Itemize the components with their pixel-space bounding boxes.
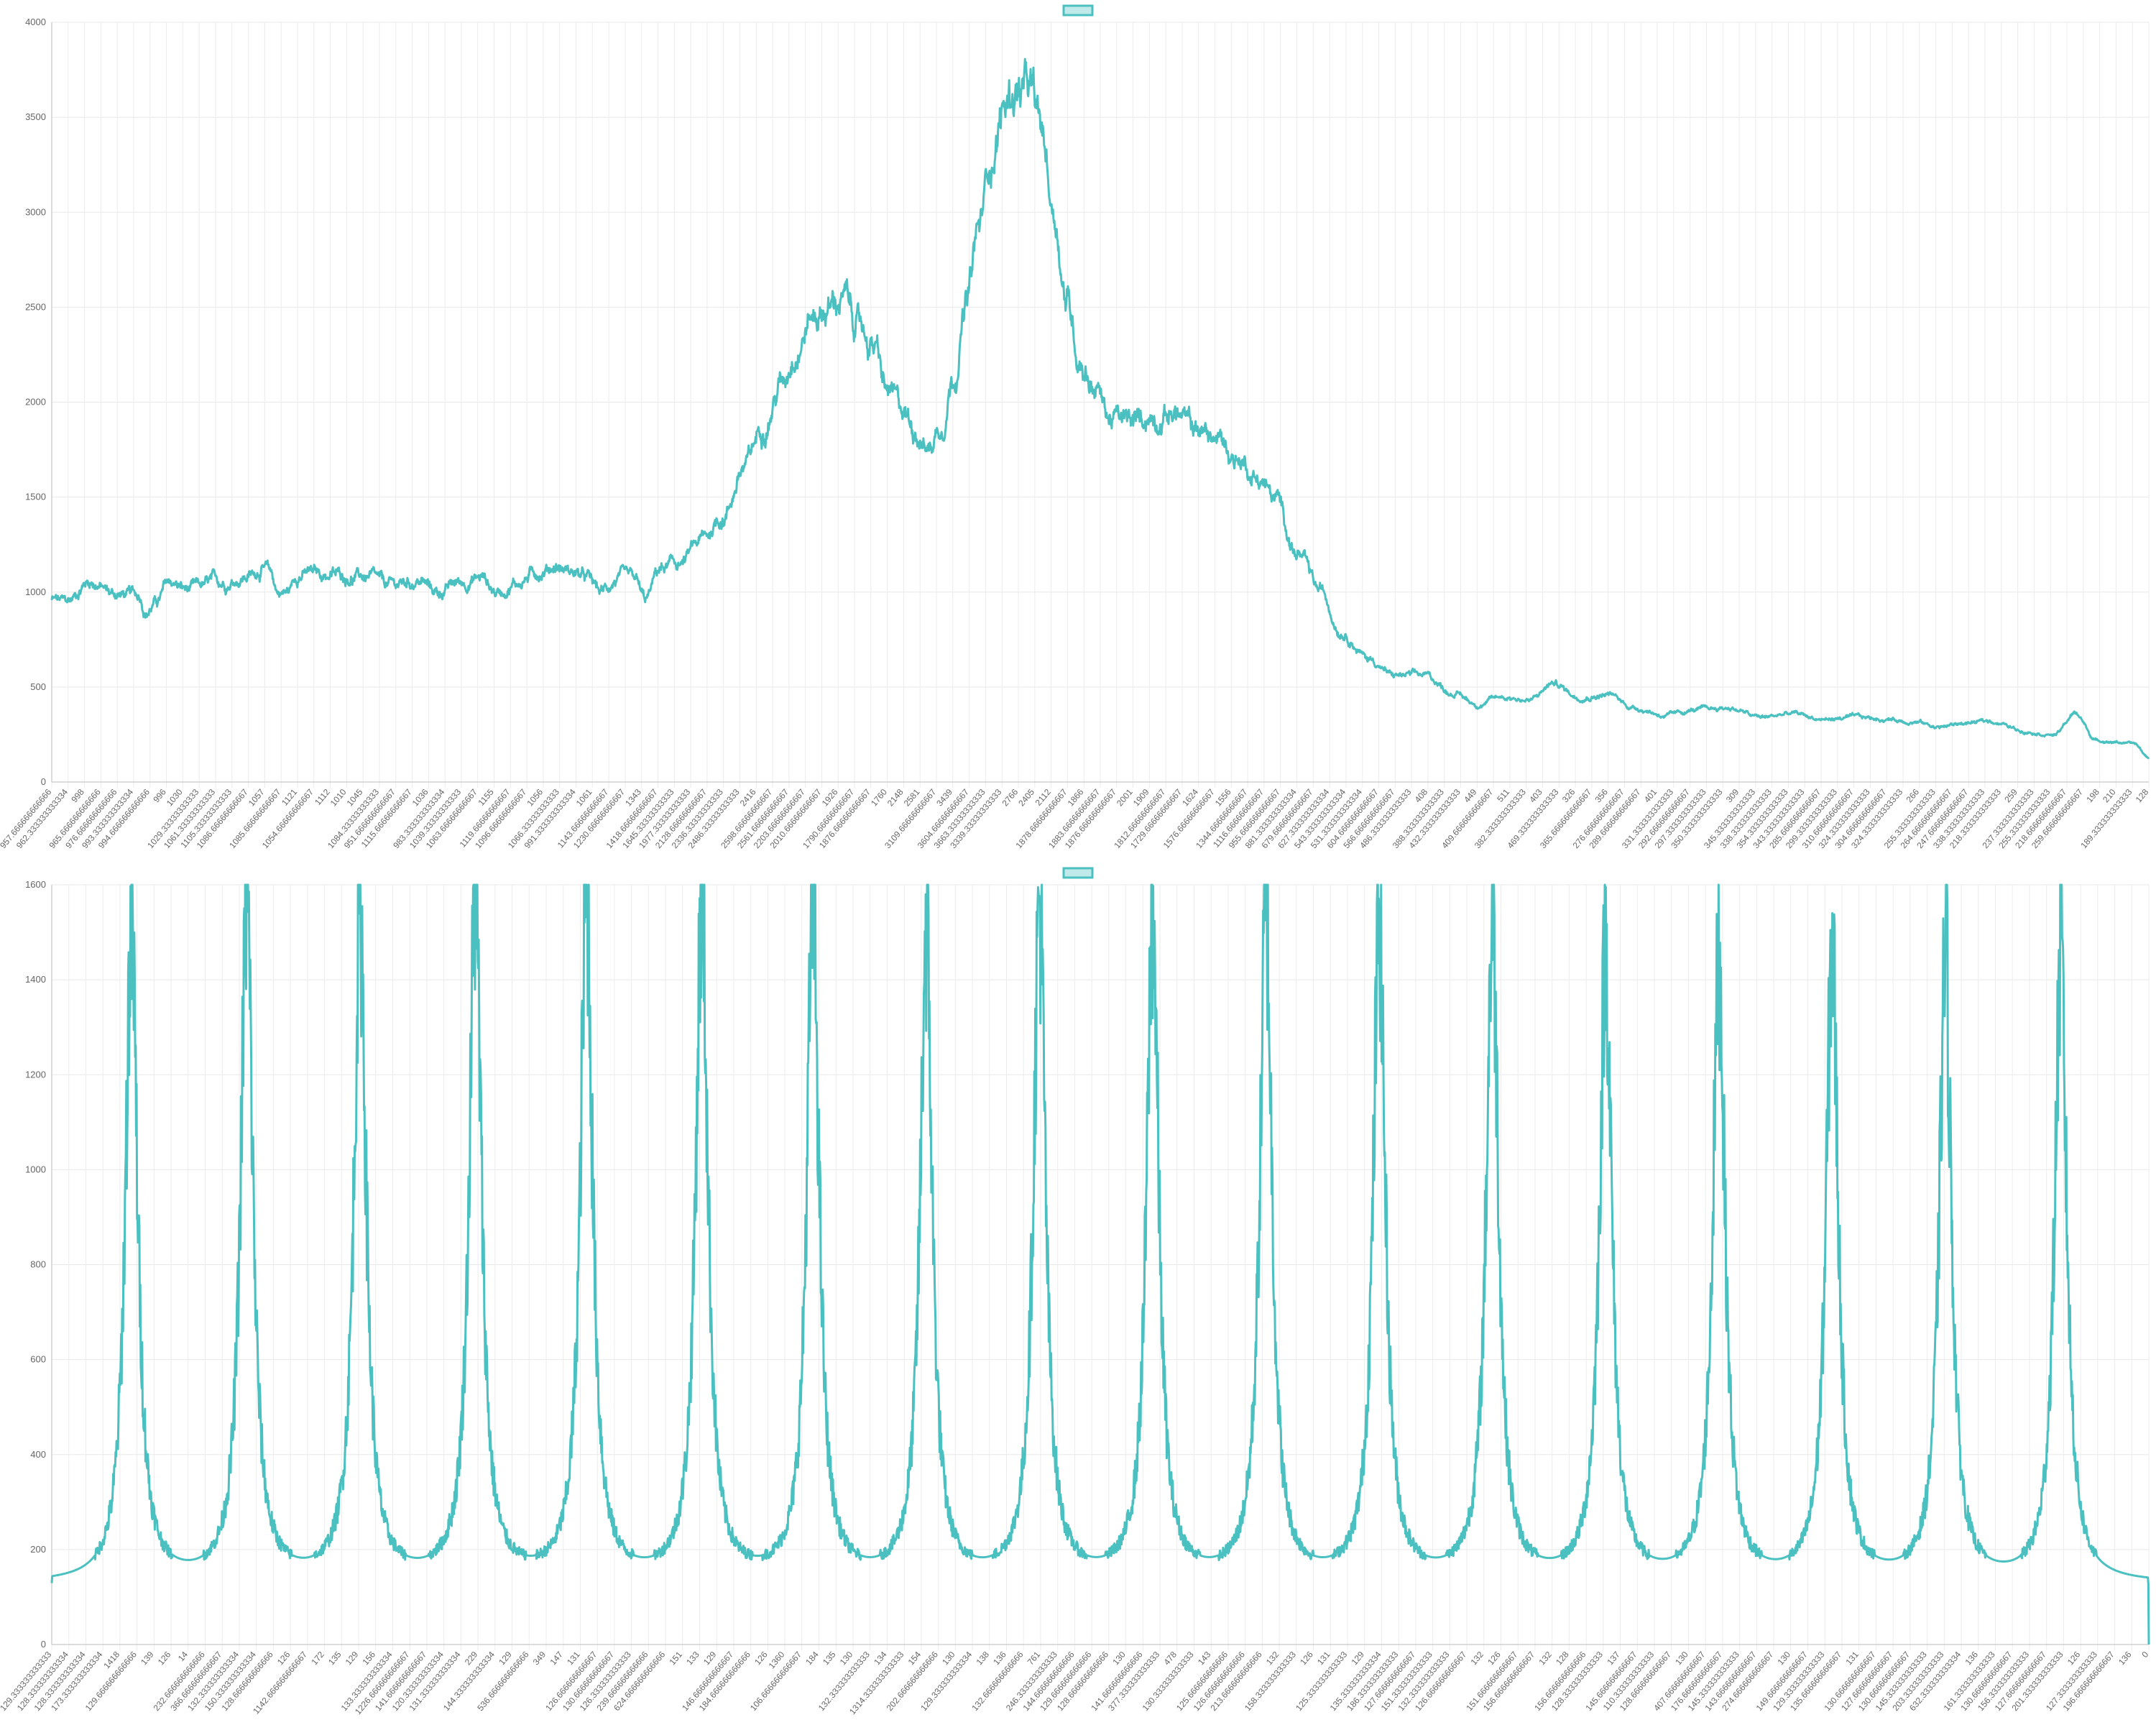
bottom-ytick-label: 1000: [25, 1164, 46, 1174]
top-xtick-label: 128: [2134, 787, 2151, 805]
bottom-xtick-label: 136: [2116, 1650, 2134, 1668]
bottom-legend-swatch: [1062, 867, 1094, 879]
bottom-ytick-label: 0: [41, 1639, 46, 1650]
line-chart-top: 05001000150020002500300035004000957.6666…: [0, 4, 2151, 850]
bottom-gridlines: [51, 884, 2150, 1650]
bottom-xtick-label: 135: [821, 1650, 838, 1668]
bottom-xtick-label: 132: [1468, 1650, 1485, 1668]
top-xtick-label: 2405: [1016, 787, 1036, 809]
top-xtick-label: 2766: [1000, 787, 1020, 809]
bottom-xtick-label: 184: [803, 1650, 821, 1668]
top-ytick-label: 500: [30, 681, 46, 692]
top-ytick-label: 3000: [25, 206, 46, 217]
top-legend-swatch: [1062, 4, 1094, 17]
top-ytick-label: 1000: [25, 586, 46, 597]
bottom-ytick-label: 1600: [25, 879, 46, 890]
top-xtick-label: 198: [2084, 787, 2101, 805]
top-gridlines: [51, 22, 2150, 788]
bottom-xtick-label: 0: [2139, 1650, 2150, 1660]
bottom-xtick-label: 172: [309, 1650, 326, 1668]
bottom-ytick-label: 200: [30, 1544, 46, 1555]
bottom-ytick-label: 1400: [25, 974, 46, 985]
top-ytick-label: 2500: [25, 301, 46, 312]
bottom-ytick-label: 800: [30, 1259, 46, 1270]
bottom-xtick-label: 151: [667, 1650, 684, 1668]
bottom-xtick-label: 133: [684, 1650, 701, 1668]
bottom-xtick-label: 135: [326, 1650, 344, 1668]
bottom-ytick-label: 600: [30, 1354, 46, 1365]
top-ytick-label: 2000: [25, 397, 46, 408]
top-xtick-label: 2001: [1115, 787, 1135, 809]
top-xtick-label: 2148: [885, 787, 906, 809]
bottom-ytick-label: 400: [30, 1449, 46, 1460]
line-chart-bottom: 02004006008001000120014001600129.3333333…: [0, 867, 2150, 1716]
bottom-xtick-label: 126: [156, 1650, 173, 1668]
top-ytick-label: 4000: [25, 17, 46, 27]
bottom-series-line: [50, 883, 2150, 1645]
bottom-xtick-label: 14: [176, 1650, 190, 1663]
bottom-xtick-label: 147: [548, 1650, 565, 1668]
top-xtick-label: 1760: [869, 787, 889, 809]
bottom-xtick-label: 129: [344, 1650, 361, 1668]
top-xtick-label: 1010: [328, 787, 349, 809]
bottom-ytick-label: 1200: [25, 1069, 46, 1080]
top-ytick-label: 3500: [25, 111, 46, 122]
bottom-xtick-label: 139: [139, 1650, 156, 1668]
bottom-xtick-label: 126: [1298, 1650, 1315, 1668]
bottom-xtick-label: 349: [531, 1650, 548, 1668]
chart-panel-bottom: 0 200 400 600 800 1000 1200 1400 1600 129.3333333…: [0, 862, 2156, 1725]
top-ytick-label: 0: [41, 776, 46, 787]
top-xtick-label: 1112: [313, 787, 332, 807]
chart-panel-top: 0 500 1000 1500 2000 2500 3000 3500 4000 957.6666…: [0, 0, 2156, 862]
bottom-xtick-label: 138: [974, 1650, 991, 1668]
bottom-xtick-label: 132: [1537, 1650, 1554, 1668]
top-ytick-label: 1500: [25, 492, 46, 502]
top-series-line: [50, 58, 2150, 760]
